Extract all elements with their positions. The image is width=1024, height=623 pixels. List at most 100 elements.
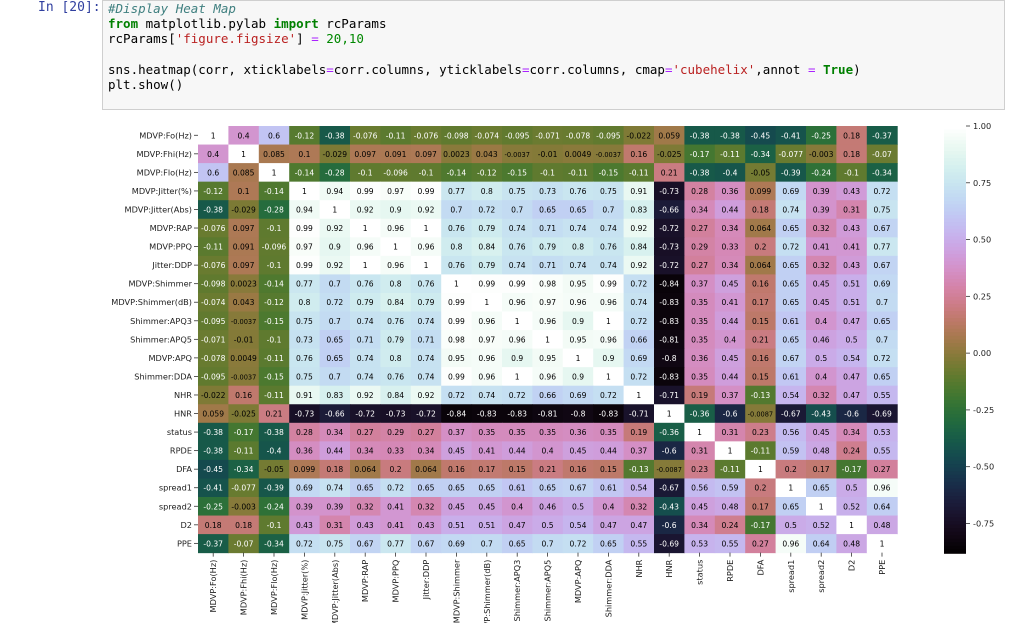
cell-annotation: -0.074 <box>201 298 226 307</box>
cell-annotation: 0.65 <box>570 205 587 214</box>
cell-annotation: 0.41 <box>722 298 739 307</box>
heatmap-cell <box>593 144 625 164</box>
heatmap-cell <box>866 367 898 387</box>
heatmap-cell <box>836 515 868 535</box>
heatmap-cell <box>623 163 655 183</box>
heatmap-cell <box>745 200 777 220</box>
colorbar-segment <box>944 538 966 544</box>
cell-annotation: 0.96 <box>600 298 617 307</box>
cell-annotation: -0.11 <box>234 447 254 456</box>
cell-annotation: -0.73 <box>295 410 315 419</box>
cell-annotation: 0.47 <box>509 521 526 530</box>
y-tick-label: PPE <box>177 538 192 548</box>
heatmap-cell <box>441 422 473 442</box>
cell-annotation: 0.47 <box>843 317 860 326</box>
cell-annotation: 0.27 <box>691 224 708 233</box>
cell-annotation: 0.43 <box>296 521 313 530</box>
cell-annotation: 0.65 <box>418 484 435 493</box>
cell-annotation: 0.9 <box>329 243 341 252</box>
heatmap-cell <box>319 534 351 554</box>
cell-annotation: -0.83 <box>659 317 679 326</box>
cell-annotation: 0.45 <box>570 447 587 456</box>
kw-import: import <box>273 16 319 31</box>
heatmap-cell <box>593 274 625 294</box>
cell-annotation: 0.16 <box>752 280 769 289</box>
cell-annotation: -0.05 <box>264 465 284 474</box>
cell-annotation: 0.72 <box>509 391 526 400</box>
heatmap-cell <box>228 274 260 294</box>
cell-annotation: -0.6 <box>844 410 859 419</box>
cell-annotation: -0.14 <box>264 280 284 289</box>
cell-annotation: -0.095 <box>505 131 530 140</box>
cell-annotation: 0.43 <box>843 224 860 233</box>
heatmap-cell <box>654 163 685 183</box>
heatmap-cell <box>562 422 594 442</box>
cell-annotation: 0.99 <box>296 224 313 233</box>
cell-annotation: -0.72 <box>659 261 679 270</box>
heatmap-cell <box>623 237 655 257</box>
colorbar-segment <box>944 254 966 259</box>
heatmap-cell <box>866 311 898 331</box>
heatmap-cell <box>836 292 868 312</box>
heatmap-cell <box>471 515 503 535</box>
heatmap-cell <box>623 218 655 238</box>
heatmap-cell <box>562 144 594 164</box>
heatmap-cell <box>836 181 868 201</box>
heatmap-cell <box>866 292 898 312</box>
heatmap-cell <box>289 348 321 368</box>
heatmap-cell <box>441 478 473 498</box>
cell-annotation: 1 <box>545 335 550 344</box>
cell-annotation: 0.091 <box>233 243 255 252</box>
y-tick-label: MDVP:Fo(Hz) <box>139 130 192 140</box>
heatmap-cell <box>410 311 442 331</box>
heatmap-cell <box>258 330 290 350</box>
cell-annotation: 0.55 <box>874 391 891 400</box>
heatmap-cell <box>258 367 290 387</box>
heatmap-cell <box>289 385 321 405</box>
heatmap-cell <box>836 534 868 554</box>
cell-annotation: 0.45 <box>448 447 465 456</box>
cell-annotation: 0.52 <box>813 521 830 530</box>
heatmap-cell <box>410 478 442 498</box>
cell-annotation: 1 <box>576 354 581 363</box>
colorbar-segment <box>944 286 966 291</box>
cell-annotation: 0.96 <box>418 243 435 252</box>
x-tick-label: MDVP:Fhi(Hz) <box>239 560 249 616</box>
heatmap-cell <box>532 274 564 294</box>
heatmap-cell <box>350 144 381 164</box>
heatmap-cell <box>836 237 868 257</box>
heatmap-cell <box>502 237 533 257</box>
code-cell[interactable]: #Display Heat Map from matplotlib.pylab … <box>102 0 1005 110</box>
heatmap-cell <box>319 255 351 275</box>
heatmap-cell <box>593 497 625 517</box>
cell-annotation: 0.96 <box>478 317 495 326</box>
cell-annotation: 0.8 <box>390 280 402 289</box>
cell-annotation: 0.72 <box>874 354 891 363</box>
heatmap-cell <box>502 181 533 201</box>
x-tick-label: NHR <box>634 559 644 577</box>
colorbar-segment <box>944 453 966 458</box>
cell-annotation: 0.36 <box>570 428 587 437</box>
colorbar-segment <box>944 414 966 419</box>
colorbar-segment <box>944 449 966 455</box>
heatmap-cell <box>775 330 807 350</box>
cell-annotation: 0.47 <box>843 372 860 381</box>
cell-annotation: 0.32 <box>630 502 647 511</box>
heatmap-cell <box>684 534 716 554</box>
cell-annotation: 0.65 <box>874 317 891 326</box>
colorbar-segment <box>944 399 966 405</box>
heatmap-cell <box>623 385 655 405</box>
heatmap-cell <box>319 163 351 183</box>
heatmap-cell <box>654 330 685 350</box>
heatmap-cell <box>258 163 290 183</box>
cell-annotation: 0.76 <box>418 280 435 289</box>
heatmap-cell <box>350 348 381 368</box>
cell-annotation: -0.15 <box>264 372 284 381</box>
cell-annotation: 0.7 <box>481 539 493 548</box>
cell-annotation: 1 <box>363 224 368 233</box>
heatmap-cell <box>198 311 229 331</box>
cell-annotation: 0.29 <box>387 428 404 437</box>
cell-annotation: 0.97 <box>539 298 556 307</box>
colorbar-segment <box>944 460 966 465</box>
cell-annotation: 0.23 <box>691 465 708 474</box>
